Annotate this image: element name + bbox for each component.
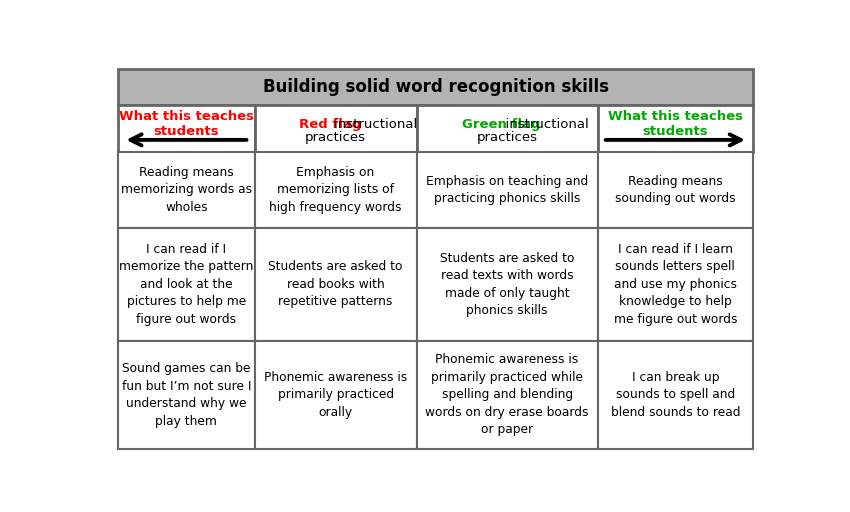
Text: I can read if I learn
sounds letters spell
and use my phonics
knowledge to help
: I can read if I learn sounds letters spe… (614, 243, 737, 326)
Bar (416, 228, 598, 341)
Text: practices: practices (477, 131, 537, 143)
Bar (598, 341, 753, 449)
Text: Students are asked to
read texts with words
made of only taught
phonics skills: Students are asked to read texts with wo… (439, 252, 575, 317)
Text: Green flag: Green flag (462, 118, 541, 132)
Text: Red flag: Red flag (299, 118, 362, 132)
Bar (416, 152, 598, 228)
Text: I can break up
sounds to spell and
blend sounds to read: I can break up sounds to spell and blend… (610, 371, 740, 419)
Text: I can read if I
memorize the pattern
and look at the
pictures to help me
figure : I can read if I memorize the pattern and… (119, 243, 253, 326)
Text: instructional: instructional (300, 118, 417, 132)
Text: Phonemic awareness is
primarily practiced
orally: Phonemic awareness is primarily practice… (264, 371, 407, 419)
Bar (416, 341, 598, 449)
Text: Emphasis on teaching and
practicing phonics skills: Emphasis on teaching and practicing phon… (426, 175, 588, 205)
Bar (598, 228, 753, 341)
Bar (255, 228, 416, 341)
Text: What this teaches
students: What this teaches students (608, 110, 743, 138)
Text: practices: practices (305, 131, 366, 143)
Bar (118, 341, 255, 449)
Bar (118, 152, 255, 228)
Bar (598, 152, 753, 228)
Text: Reading means
memorizing words as
wholes: Reading means memorizing words as wholes (121, 166, 252, 214)
Bar (416, 105, 598, 152)
Bar (255, 341, 416, 449)
Text: Students are asked to
read books with
repetitive patterns: Students are asked to read books with re… (269, 261, 403, 308)
Bar (255, 152, 416, 228)
Bar (118, 228, 255, 341)
Bar (255, 105, 416, 152)
Bar (598, 105, 753, 152)
Bar (118, 69, 753, 105)
Bar (118, 105, 255, 152)
Text: Emphasis on
memorizing lists of
high frequency words: Emphasis on memorizing lists of high fre… (269, 166, 402, 214)
Text: Sound games can be
fun but I’m not sure I
understand why we
play them: Sound games can be fun but I’m not sure … (122, 362, 251, 428)
Text: Building solid word recognition skills: Building solid word recognition skills (263, 78, 609, 96)
Text: Phonemic awareness is
primarily practiced while
spelling and blending
words on d: Phonemic awareness is primarily practice… (425, 353, 589, 436)
Text: Reading means
sounding out words: Reading means sounding out words (615, 175, 735, 205)
Text: instructional: instructional (463, 118, 589, 132)
Text: What this teaches
students: What this teaches students (119, 110, 254, 138)
